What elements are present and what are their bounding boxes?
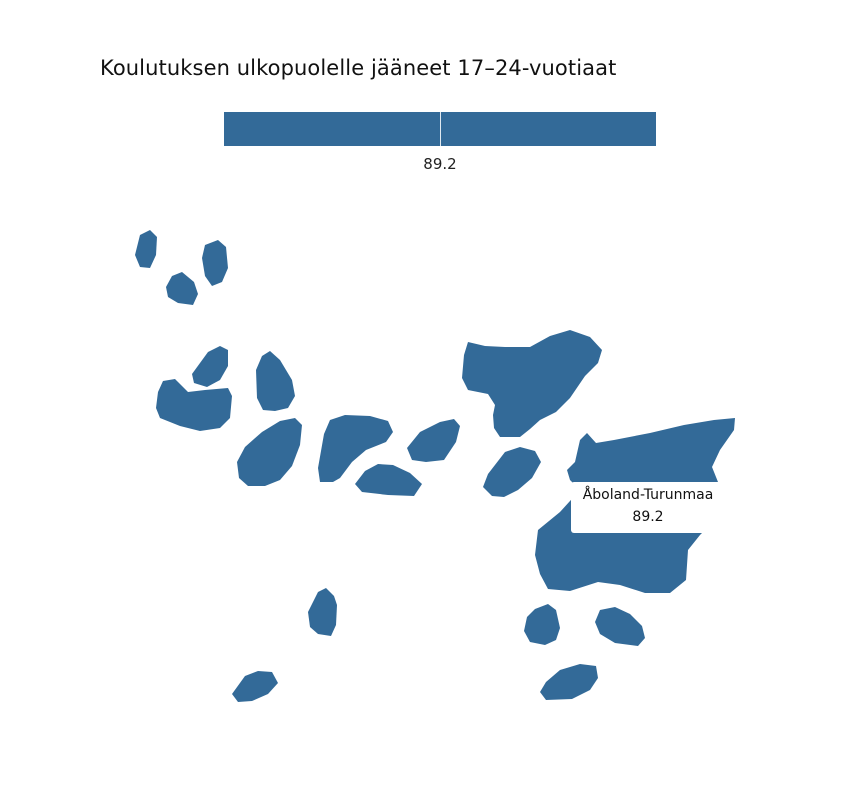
island-12[interactable] (483, 447, 541, 497)
island-16[interactable] (308, 588, 337, 636)
region-tooltip: Åboland-Turunmaa 89.2 (571, 482, 725, 533)
island-7[interactable] (237, 418, 302, 486)
island-3[interactable] (166, 272, 198, 305)
island-11[interactable] (462, 330, 602, 437)
color-legend-bar (224, 112, 656, 146)
island-5[interactable] (256, 351, 295, 411)
map-title: Koulutuksen ulkopuolelle jääneet 17–24-v… (100, 56, 617, 80)
island-14[interactable] (595, 607, 645, 646)
legend-value-label: 89.2 (423, 155, 457, 173)
island-10[interactable] (407, 419, 460, 462)
island-17[interactable] (232, 671, 278, 702)
tooltip-region-name: Åboland-Turunmaa (582, 487, 714, 503)
island-13[interactable] (524, 604, 560, 645)
island-4[interactable] (192, 346, 228, 387)
island-15[interactable] (540, 664, 598, 700)
island-8[interactable] (318, 415, 393, 482)
island-1[interactable] (135, 230, 157, 268)
legend-tick (440, 112, 441, 146)
island-9[interactable] (355, 464, 422, 496)
island-6[interactable] (156, 379, 232, 431)
island-2[interactable] (202, 240, 228, 286)
tooltip-region-value: 89.2 (632, 509, 664, 525)
